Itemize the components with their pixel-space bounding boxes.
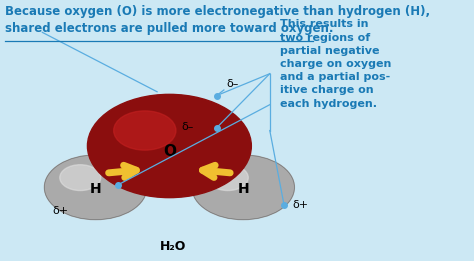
Text: δ+: δ+ bbox=[53, 206, 69, 216]
Circle shape bbox=[207, 165, 248, 191]
Circle shape bbox=[87, 94, 251, 198]
Text: Because oxygen (O) is more electronegative than hydrogen (H),
shared electrons a: Because oxygen (O) is more electronegati… bbox=[6, 5, 430, 35]
Text: δ–: δ– bbox=[227, 79, 239, 89]
Text: H₂O: H₂O bbox=[160, 240, 187, 253]
Text: H: H bbox=[90, 182, 101, 195]
Circle shape bbox=[60, 165, 101, 191]
Circle shape bbox=[192, 155, 294, 220]
Text: This results in
two regions of
partial negative
charge on oxygen
and a partial p: This results in two regions of partial n… bbox=[280, 20, 392, 109]
Text: O: O bbox=[163, 144, 176, 159]
Circle shape bbox=[114, 111, 176, 150]
Text: H: H bbox=[237, 182, 249, 195]
Circle shape bbox=[45, 155, 147, 220]
Text: δ–: δ– bbox=[182, 122, 194, 132]
Text: δ+: δ+ bbox=[292, 200, 309, 210]
